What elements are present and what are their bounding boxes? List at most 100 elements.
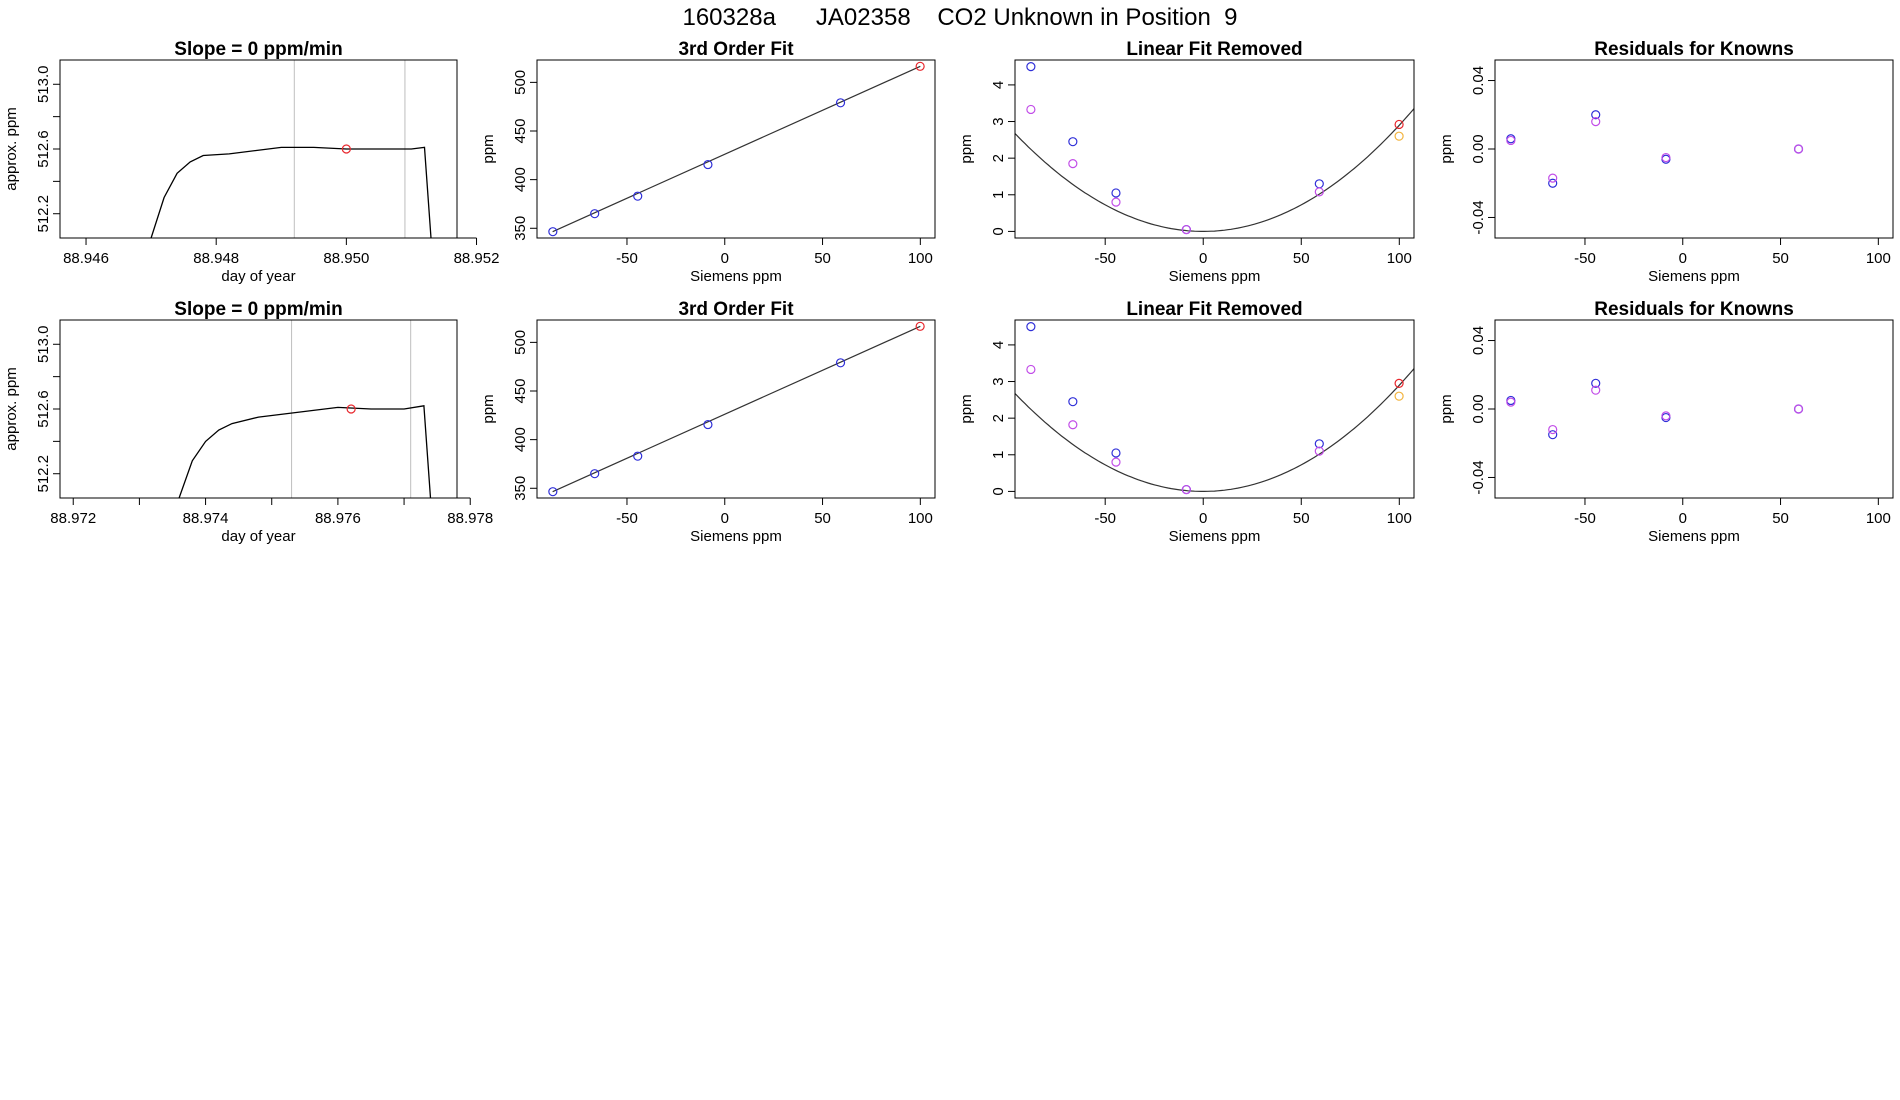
chart-7-point-known-magenta-1 — [1026, 364, 1036, 375]
chart-3-y-tick-label-3: 2 — [990, 154, 1007, 162]
chart-8-y-axis-label: ppm — [1438, 394, 1455, 423]
chart-5: Slope = 0 ppm/min 88.972 88.974 88.976 88.97… — [3, 299, 493, 545]
chart-6-y-tick-label-1: 350 — [512, 476, 529, 501]
chart-8-point-magenta-4 — [1661, 411, 1671, 421]
chart-6-x-tick-label-1: -50 — [616, 510, 638, 527]
chart-5-x-tick-label-4: 88.978 — [447, 510, 493, 527]
chart-6-x-tick-label-4: 100 — [908, 510, 933, 527]
chart-6-point-known-2 — [590, 469, 600, 479]
chart-5-y-tick-label-1: 512.2 — [35, 455, 52, 493]
chart-6-point-known-1 — [548, 487, 558, 497]
chart-8-point-magenta-2 — [1548, 424, 1558, 435]
chart-6-x-axis-label: Siemens ppm — [690, 528, 782, 545]
chart-2-point-known-1 — [548, 227, 558, 237]
chart-3-x-tick-label-2: 0 — [1199, 250, 1207, 267]
chart-7-x-axis-label: Siemens ppm — [1169, 528, 1261, 545]
chart-3-fit-curve — [1015, 108, 1414, 232]
chart-8-x-tick-label-2: 0 — [1679, 510, 1687, 527]
chart-2-point-unknown-1 — [915, 61, 925, 71]
chart-1-title: Slope = 0 ppm/min — [174, 39, 342, 60]
chart-8-point-magenta-3 — [1591, 385, 1601, 395]
chart-4-plot-frame — [1494, 59, 1894, 239]
chart-4-point-blue-2 — [1548, 178, 1558, 188]
chart-3-title: Linear Fit Removed — [1126, 39, 1302, 60]
chart-6-x-tick-label-3: 50 — [814, 510, 831, 527]
chart-3-x-axis-label: Siemens ppm — [1169, 268, 1261, 285]
chart-5-marker-point — [346, 404, 356, 414]
chart-7-plot-frame — [1014, 319, 1415, 499]
chart-1-x-tick-label-1: 88.946 — [63, 250, 109, 267]
chart-6-title: 3rd Order Fit — [678, 299, 794, 320]
chart-8: Residuals for Knowns -50 0 50 100 -0.04 0.00 0.… — [1438, 299, 1894, 545]
chart-2-y-axis-label: ppm — [480, 134, 497, 163]
chart-5-y-axis-label: approx. ppm — [3, 367, 20, 450]
chart-8-point-magenta-1 — [1506, 397, 1516, 407]
chart-1-x-tick-label-2: 88.948 — [193, 250, 239, 267]
chart-1-y-tick-label-1: 512.2 — [35, 195, 52, 233]
chart-8-point-magenta-5 — [1793, 404, 1804, 414]
chart-3-point-known-blue-1 — [1026, 61, 1036, 72]
chart-1: Slope = 0 ppm/min 88.946 88.948 88.950 88.95… — [3, 39, 499, 285]
chart-7-point-known-magenta-5 — [1314, 446, 1324, 456]
chart-8-y-tick-label-2: 0.00 — [1470, 394, 1487, 423]
chart-4: Residuals for Knowns -50 0 50 100 -0.04 0.00 0.… — [1438, 39, 1894, 285]
chart-3-y-tick-label-4: 3 — [990, 117, 1007, 125]
chart-3-x-tick-label-4: 100 — [1387, 250, 1412, 267]
chart-7-point-unknown-1 — [1394, 378, 1404, 388]
chart-7-x-tick-label-2: 0 — [1199, 510, 1207, 527]
chart-2-x-axis-label: Siemens ppm — [690, 268, 782, 285]
chart-6-y-axis-label: ppm — [480, 394, 497, 423]
chart-7-point-known-blue-1 — [1026, 321, 1036, 332]
chart-2-y-tick-label-2: 400 — [512, 167, 529, 192]
chart-3-x-tick-label-3: 50 — [1293, 250, 1310, 267]
chart-4-point-magenta-5 — [1793, 144, 1804, 154]
chart-8-x-tick-label-1: -50 — [1574, 510, 1596, 527]
chart-6-point-known-3 — [633, 451, 643, 461]
chart-2-x-tick-label-3: 50 — [814, 250, 831, 267]
chart-1-y-tick-label-3: 513.0 — [35, 65, 52, 103]
panels-group: Slope = 0 ppm/min 88.946 88.948 88.950 88.95… — [3, 39, 1894, 545]
chart-7-x-tick-label-3: 50 — [1293, 510, 1310, 527]
chart-5-title: Slope = 0 ppm/min — [174, 299, 342, 320]
chart-2-x-tick-label-2: 0 — [721, 250, 729, 267]
chart-7-point-known-magenta-4 — [1181, 484, 1191, 495]
chart-2-fit-line — [552, 65, 921, 233]
chart-4-point-magenta-1 — [1506, 135, 1516, 146]
figure-title: 160328a JA02358 CO2 Unknown in Position … — [682, 4, 1237, 31]
chart-6-point-known-5 — [835, 358, 846, 368]
chart-3-y-axis-label: ppm — [958, 134, 975, 163]
chart-3-point-known-magenta-5 — [1314, 187, 1324, 197]
chart-7-point-known-blue-2 — [1068, 397, 1078, 407]
chart-2: 3rd Order Fit -50 0 50 100 350 400 450 500 Siemen… — [480, 39, 936, 285]
chart-2-y-tick-label-4: 500 — [512, 70, 529, 95]
chart-3-x-tick-label-1: -50 — [1094, 250, 1116, 267]
chart-8-point-blue-3 — [1591, 378, 1601, 388]
chart-6-y-tick-label-2: 400 — [512, 427, 529, 452]
chart-5-x-tick-label-2: 88.974 — [183, 510, 229, 527]
chart-3-point-known-magenta-3 — [1111, 197, 1121, 207]
chart-3-point-known-blue-2 — [1068, 137, 1078, 147]
chart-3-point-known-magenta-2 — [1068, 159, 1078, 169]
chart-2-y-tick-label-3: 450 — [512, 118, 529, 143]
chart-6: 3rd Order Fit -50 0 50 100 350 400 450 500 Siemen… — [480, 299, 936, 545]
chart-4-point-blue-3 — [1591, 110, 1601, 120]
chart-1-x-tick-label-4: 88.952 — [454, 250, 500, 267]
chart-7-point-known-magenta-2 — [1068, 420, 1078, 430]
chart-4-y-tick-label-2: 0.00 — [1470, 134, 1487, 163]
chart-4-y-tick-label-3: 0.04 — [1470, 66, 1487, 95]
chart-2-title: 3rd Order Fit — [678, 39, 794, 60]
chart-2-point-known-4 — [703, 159, 713, 170]
chart-4-point-magenta-2 — [1548, 173, 1558, 183]
chart-1-y-axis-label: approx. ppm — [3, 107, 20, 190]
chart-8-title: Residuals for Knowns — [1594, 299, 1794, 320]
chart-1-marker-point — [341, 144, 351, 154]
chart-6-point-unknown-1 — [915, 321, 925, 331]
chart-8-point-blue-2 — [1548, 430, 1558, 440]
chart-7-x-tick-label-4: 100 — [1387, 510, 1412, 527]
chart-4-y-tick-label-1: -0.04 — [1470, 200, 1487, 234]
chart-7-y-tick-label-1: 0 — [990, 487, 1007, 495]
chart-7-y-tick-label-4: 3 — [990, 377, 1007, 385]
chart-6-point-known-4 — [703, 419, 713, 430]
chart-7-point-known-blue-5 — [1314, 439, 1324, 449]
